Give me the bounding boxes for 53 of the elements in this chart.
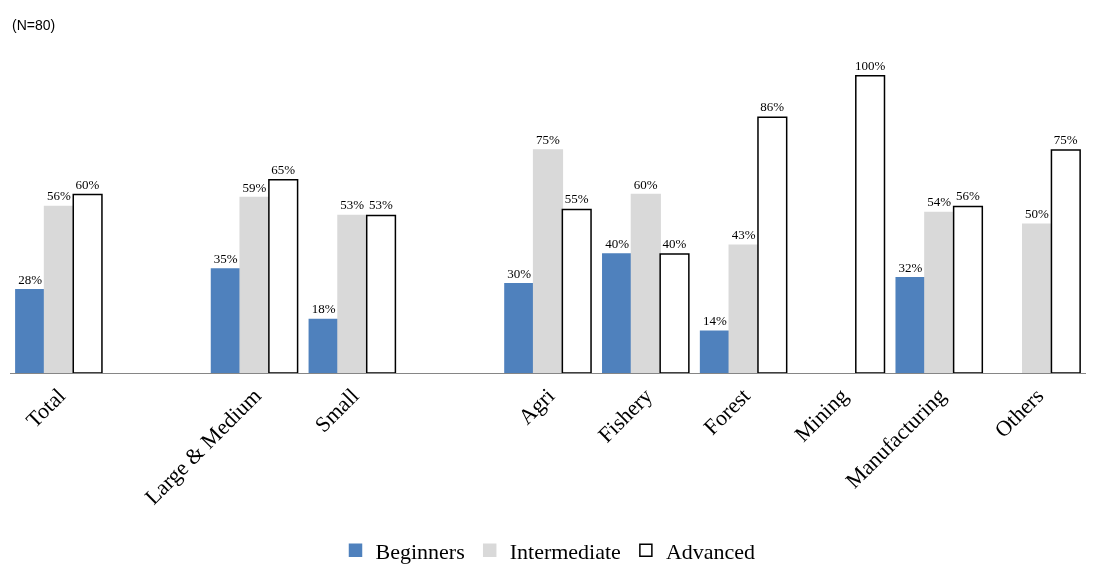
data-label: 100% [854,57,886,73]
data-label: 65% [271,161,296,177]
data-label: 28% [18,271,43,287]
data-label: 55% [564,191,589,207]
data-label: 40% [605,236,630,252]
data-label: 56% [955,188,980,204]
data-label: 53% [369,197,394,213]
legend-label: Beginners [375,538,465,564]
text: (N=80) [12,17,56,33]
data-label: 53% [340,197,365,213]
bar [15,288,46,373]
bar [895,277,926,373]
data-label: 14% [702,313,727,329]
bar [602,253,633,373]
bar [308,318,339,373]
legend-label: Intermediate [509,538,621,564]
bar [659,253,690,373]
data-label: 18% [311,301,336,317]
bar [630,193,661,373]
data-label: 75% [1053,131,1078,147]
bar [210,268,241,373]
legend-label: Advanced [665,538,756,564]
data-label: 43% [731,227,756,243]
bar [757,116,788,373]
data-label: 56% [46,188,71,204]
data-label: 60% [75,176,100,192]
data-label: 59% [242,179,267,195]
bar [699,330,731,373]
bar [72,193,103,373]
bar [561,208,592,373]
x-tick-label: Agri [513,383,560,430]
bar [728,244,759,373]
data-label: 40% [662,236,687,252]
bar [1021,223,1053,373]
bar [268,178,299,373]
bar [952,205,984,373]
data-label: 50% [1025,206,1050,222]
bar [532,149,564,373]
data-label: 35% [213,250,238,266]
bar [239,196,270,373]
data-label: 86% [760,99,785,115]
data-label: 75% [536,131,560,147]
data-label: 60% [633,176,658,192]
data-label: 32% [898,259,923,275]
data-label: 54% [927,194,952,210]
bar [365,214,397,373]
bar [924,211,955,373]
bar [855,74,886,373]
bar [337,214,368,373]
bar [43,205,75,373]
data-label: 30% [507,265,532,281]
bar [1050,149,1081,373]
bar [504,283,535,373]
